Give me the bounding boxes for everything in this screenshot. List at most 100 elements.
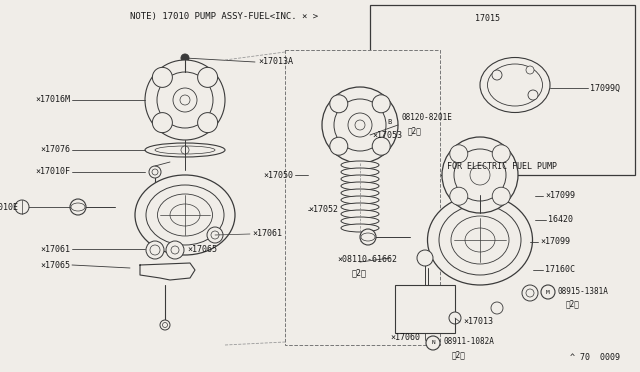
Text: FOR ELECTRIC FUEL PUMP: FOR ELECTRIC FUEL PUMP <box>447 162 557 171</box>
Text: ×17010F: ×17010F <box>35 167 70 176</box>
Text: ×17099: ×17099 <box>540 237 570 247</box>
Circle shape <box>491 302 503 314</box>
Circle shape <box>152 113 172 133</box>
Circle shape <box>152 169 158 175</box>
Bar <box>370 5 635 175</box>
Circle shape <box>449 312 461 324</box>
Circle shape <box>526 289 534 297</box>
Text: （2）: （2） <box>452 350 466 359</box>
Circle shape <box>166 241 184 259</box>
Circle shape <box>428 86 436 94</box>
Circle shape <box>211 231 219 239</box>
Ellipse shape <box>361 233 375 241</box>
Text: 17099Q: 17099Q <box>590 83 620 93</box>
Text: ×17013A: ×17013A <box>258 58 293 67</box>
Circle shape <box>181 146 189 154</box>
Circle shape <box>334 99 386 151</box>
Circle shape <box>442 137 518 213</box>
Ellipse shape <box>170 204 200 226</box>
Circle shape <box>171 246 179 254</box>
Circle shape <box>173 88 197 112</box>
Bar <box>285 50 440 345</box>
Circle shape <box>348 113 372 137</box>
Ellipse shape <box>145 143 225 157</box>
Circle shape <box>160 320 170 330</box>
Ellipse shape <box>341 175 379 183</box>
Text: ×17076: ×17076 <box>40 145 70 154</box>
Circle shape <box>15 200 29 214</box>
Circle shape <box>372 137 390 155</box>
Text: ^ 70  0009: ^ 70 0009 <box>570 353 620 362</box>
Text: 17160C: 17160C <box>545 266 575 275</box>
Circle shape <box>207 227 223 243</box>
Circle shape <box>152 67 172 87</box>
Circle shape <box>149 166 161 178</box>
Ellipse shape <box>439 205 521 275</box>
Ellipse shape <box>341 217 379 225</box>
Ellipse shape <box>71 203 85 211</box>
Circle shape <box>417 250 433 266</box>
Text: 08915-1381A: 08915-1381A <box>558 288 609 296</box>
Circle shape <box>492 187 510 205</box>
Ellipse shape <box>341 203 379 211</box>
Text: ×17053: ×17053 <box>372 131 402 140</box>
Text: ×17060: ×17060 <box>390 334 420 343</box>
Text: ×17099: ×17099 <box>545 192 575 201</box>
Text: （2）: （2） <box>352 269 367 278</box>
Circle shape <box>198 67 218 87</box>
Circle shape <box>470 165 490 185</box>
Text: 08120-8201E: 08120-8201E <box>402 113 453 122</box>
Text: ×17013: ×17013 <box>463 317 493 327</box>
Circle shape <box>180 95 190 105</box>
Circle shape <box>541 285 555 299</box>
Ellipse shape <box>341 210 379 218</box>
Text: 17015: 17015 <box>475 14 500 23</box>
Circle shape <box>372 95 390 113</box>
Circle shape <box>150 245 160 255</box>
Text: ×08110-61662: ×08110-61662 <box>337 256 397 264</box>
Text: ×17016M: ×17016M <box>35 96 70 105</box>
Circle shape <box>492 70 502 80</box>
Text: 16420: 16420 <box>548 215 573 224</box>
Circle shape <box>492 145 510 163</box>
Circle shape <box>330 95 348 113</box>
Text: ×17061: ×17061 <box>40 244 70 253</box>
Circle shape <box>450 187 468 205</box>
Text: B: B <box>388 119 392 125</box>
Ellipse shape <box>341 224 379 232</box>
Text: ×17065: ×17065 <box>187 244 217 253</box>
Ellipse shape <box>135 175 235 255</box>
Ellipse shape <box>480 58 550 112</box>
Circle shape <box>198 113 218 133</box>
Ellipse shape <box>157 194 212 236</box>
Text: ×17065: ×17065 <box>40 260 70 269</box>
Bar <box>395 285 455 333</box>
Circle shape <box>163 323 168 327</box>
Ellipse shape <box>155 146 215 154</box>
Circle shape <box>157 72 213 128</box>
Circle shape <box>360 229 376 245</box>
Ellipse shape <box>341 182 379 190</box>
Ellipse shape <box>341 168 379 176</box>
Circle shape <box>330 137 348 155</box>
Text: ×17050: ×17050 <box>263 170 293 180</box>
Ellipse shape <box>341 196 379 204</box>
Ellipse shape <box>488 64 543 106</box>
Ellipse shape <box>465 228 495 252</box>
Circle shape <box>450 145 468 163</box>
Text: NOTE) 17010 PUMP ASSY-FUEL<INC. × >: NOTE) 17010 PUMP ASSY-FUEL<INC. × > <box>130 12 318 21</box>
Ellipse shape <box>146 185 224 245</box>
Text: 08911-1082A: 08911-1082A <box>443 337 494 346</box>
Text: ×17052: ×17052 <box>308 205 338 215</box>
Ellipse shape <box>341 189 379 197</box>
Ellipse shape <box>451 216 509 264</box>
Circle shape <box>145 60 225 140</box>
Circle shape <box>381 113 399 131</box>
Circle shape <box>70 199 86 215</box>
Circle shape <box>425 83 439 97</box>
Text: N: N <box>431 340 435 346</box>
Text: ×17061: ×17061 <box>252 230 282 238</box>
Ellipse shape <box>341 161 379 169</box>
Circle shape <box>454 149 506 201</box>
Circle shape <box>322 87 398 163</box>
